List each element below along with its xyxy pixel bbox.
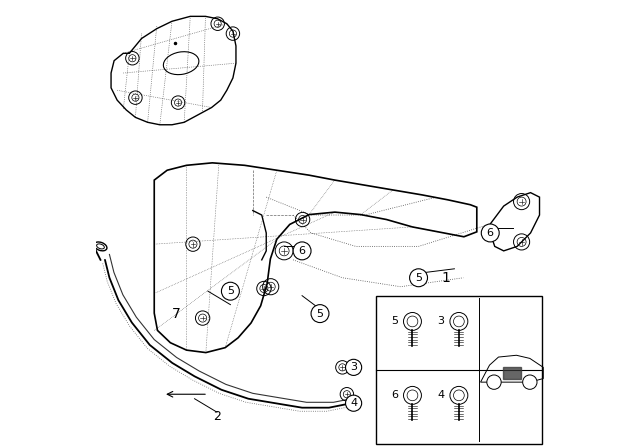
Text: 7: 7 (172, 306, 181, 321)
Text: 2: 2 (213, 410, 221, 423)
Circle shape (487, 375, 501, 389)
Circle shape (481, 224, 499, 242)
Text: 6: 6 (487, 228, 493, 238)
Text: 6: 6 (299, 246, 305, 256)
Circle shape (221, 282, 239, 300)
Text: 5: 5 (227, 286, 234, 296)
Circle shape (410, 269, 428, 287)
Polygon shape (503, 367, 521, 379)
Text: 3: 3 (438, 316, 444, 327)
Circle shape (293, 242, 311, 260)
Text: 4: 4 (437, 390, 445, 401)
Text: 5: 5 (415, 273, 422, 283)
Text: 6: 6 (391, 390, 398, 401)
Text: 3: 3 (350, 362, 357, 372)
Bar (376, 296, 541, 444)
Text: 1: 1 (441, 271, 450, 285)
Circle shape (523, 375, 537, 389)
Text: 5: 5 (391, 316, 398, 327)
Text: 4: 4 (350, 398, 357, 408)
Circle shape (346, 395, 362, 411)
Circle shape (311, 305, 329, 323)
Text: 5: 5 (317, 309, 323, 319)
Circle shape (346, 359, 362, 375)
